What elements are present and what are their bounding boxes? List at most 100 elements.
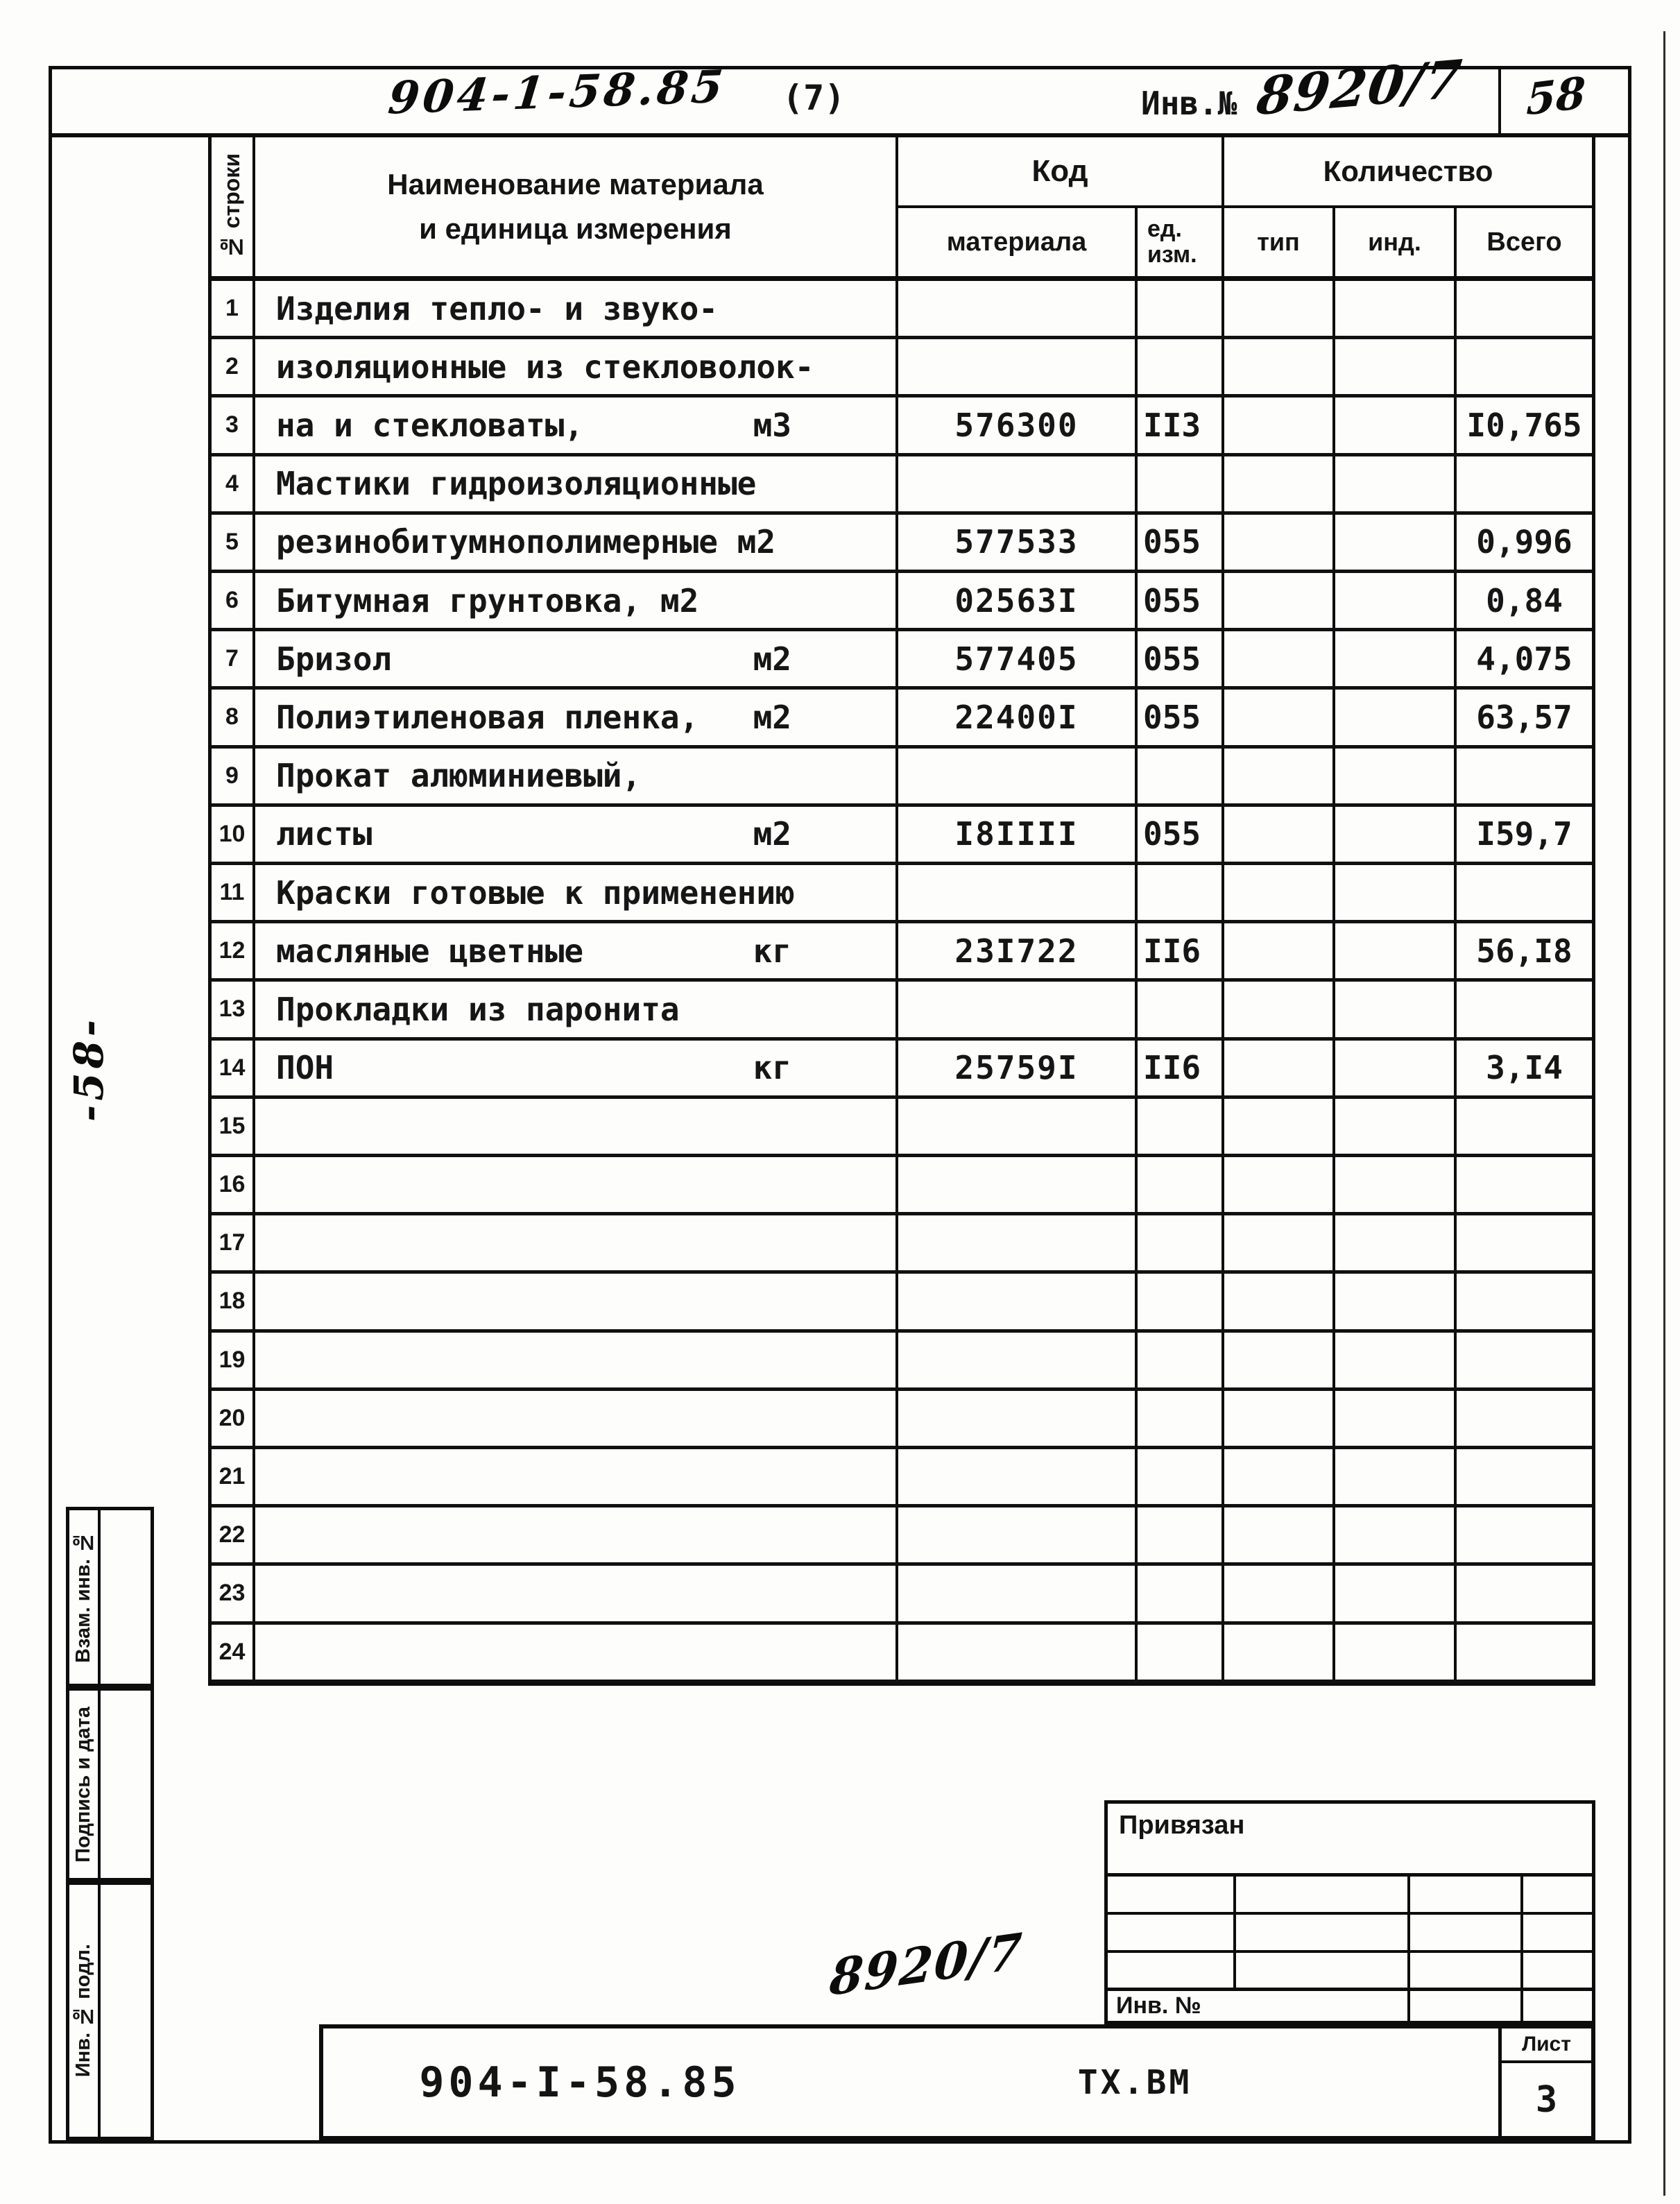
cell-ind	[1335, 1390, 1457, 1446]
grid-cell	[1410, 1991, 1523, 2021]
cell-num: 4	[212, 456, 255, 511]
stamp-sheet-number: 3	[1535, 2078, 1558, 2121]
cell-ind	[1335, 1274, 1457, 1329]
sidebar-box-vzam-inv: Взам. инв. №	[66, 1507, 154, 1687]
material-name-text: масляные цветные	[276, 932, 584, 970]
cell-total	[1457, 1391, 1592, 1446]
cell-ed: 055	[1138, 631, 1224, 687]
grid-cell	[1108, 1915, 1236, 1950]
cell-ed	[1138, 1449, 1224, 1505]
stamp-document-number: 904-I-58.85	[419, 2058, 741, 2107]
cell-total: I59,7	[1476, 815, 1572, 853]
cell-type	[1224, 1040, 1335, 1095]
margin-page-note-text: -58-	[65, 1015, 112, 1122]
cell-ind	[1335, 1215, 1457, 1271]
column-group-quantity: Количество	[1224, 137, 1592, 208]
sidebar-box-podpis-data: Подпись и дата	[66, 1687, 154, 1881]
attachment-grid-row	[1108, 1953, 1592, 1991]
cell-ind	[1335, 1332, 1457, 1387]
table-row: 14 ПОН кг 25759I II6 3,I4	[212, 1040, 1592, 1099]
cell-code: 22400I	[898, 690, 1138, 745]
material-name-text: Мастики гидроизоляционные	[276, 465, 757, 503]
cell-type	[1224, 573, 1335, 629]
cell-code	[898, 1449, 1138, 1505]
grid-cell	[1108, 1953, 1236, 1988]
cell-num: 6	[212, 573, 255, 629]
cell-type	[1224, 982, 1335, 1037]
cell-type	[1224, 1274, 1335, 1329]
cell-num: 11	[212, 865, 255, 921]
cell-ed	[1138, 1566, 1224, 1621]
cell-name	[255, 1449, 898, 1505]
cell-type	[1224, 923, 1335, 979]
cell-code	[898, 1098, 1138, 1154]
table-row: 22	[212, 1507, 1592, 1566]
table-row: 2 изоляционные из стекловолок-	[212, 339, 1592, 398]
cell-total: 4,075	[1476, 640, 1572, 678]
cell-total: 63,57	[1476, 698, 1572, 736]
sidebar-label-inv-podl: Инв. № подл.	[72, 1944, 94, 2078]
cell-ed: II6	[1138, 923, 1224, 979]
cell-ind	[1335, 339, 1457, 395]
cell-code	[898, 1624, 1138, 1680]
table-row: 21	[212, 1449, 1592, 1508]
table-row: 19	[212, 1332, 1592, 1391]
cell-code	[898, 1157, 1138, 1213]
cell-ed	[1138, 982, 1224, 1037]
material-name-text: резинобитумнополимерные м2	[276, 523, 776, 561]
cell-type	[1224, 690, 1335, 745]
cell-num: 15	[212, 1098, 255, 1154]
cell-code: 576300	[898, 398, 1138, 453]
material-name-text: Битумная грунтовка, м2	[276, 581, 699, 620]
table-row: 4 Мастики гидроизоляционные	[212, 456, 1592, 515]
cell-ed: 055	[1138, 514, 1224, 570]
cell-ind	[1335, 690, 1457, 745]
cell-ind	[1335, 456, 1457, 511]
cell-name: Прокладки из паронита	[255, 982, 898, 1037]
inventory-label: Инв.№	[1141, 85, 1237, 122]
cell-type	[1224, 1157, 1335, 1213]
cell-total: 0,996	[1476, 523, 1572, 561]
cell-total	[1457, 339, 1592, 394]
cell-name: Битумная грунтовка, м2	[255, 573, 898, 629]
column-header-index: инд.	[1335, 208, 1457, 281]
cell-num: 24	[212, 1624, 255, 1680]
cell-total	[1457, 1507, 1592, 1562]
cell-num: 1	[212, 281, 255, 336]
grid-cell	[1410, 1877, 1523, 1912]
sidebar-label-podpis-data: Подпись и дата	[72, 1706, 94, 1863]
cell-num: 18	[212, 1274, 255, 1329]
cell-ind	[1335, 1507, 1457, 1563]
cell-code	[898, 456, 1138, 511]
cell-num: 20	[212, 1390, 255, 1446]
page-number-handwritten: 58	[1525, 67, 1586, 126]
cell-total	[1457, 749, 1592, 803]
cell-ed	[1138, 1157, 1224, 1213]
cell-type	[1224, 281, 1335, 336]
cell-type	[1224, 1624, 1335, 1680]
cell-total	[1457, 1333, 1592, 1387]
cell-ed	[1138, 1274, 1224, 1329]
stamp-dept-code: ТХ.ВМ	[1077, 2062, 1192, 2102]
cell-total	[1457, 1566, 1592, 1621]
cell-num: 12	[212, 923, 255, 979]
cell-code	[898, 339, 1138, 395]
title-stamp: 904-I-58.85 ТХ.ВМ Лист 3	[319, 2024, 1595, 2140]
cell-num: 7	[212, 631, 255, 687]
table-row: 17	[212, 1215, 1592, 1274]
cell-name: на и стекловаты, м3	[255, 398, 898, 453]
cell-type	[1224, 398, 1335, 453]
frame-line-bottom	[49, 2140, 1631, 2144]
unit-label: кг	[753, 1049, 791, 1087]
material-name-text: на и стекловаты,	[276, 406, 584, 444]
grid-cell	[1410, 1915, 1523, 1950]
cell-code	[898, 1566, 1138, 1621]
cell-ed	[1138, 339, 1224, 395]
cell-ed	[1138, 748, 1224, 803]
material-name-text: Изделия тепло- и звуко-	[276, 289, 718, 327]
column-header-row-number: № строки	[212, 137, 255, 281]
document-number-handwritten: 904-1-58.85	[386, 60, 729, 125]
cell-ed: 055	[1138, 573, 1224, 629]
cell-ind	[1335, 1624, 1457, 1680]
cell-name: Бризол м2	[255, 631, 898, 687]
